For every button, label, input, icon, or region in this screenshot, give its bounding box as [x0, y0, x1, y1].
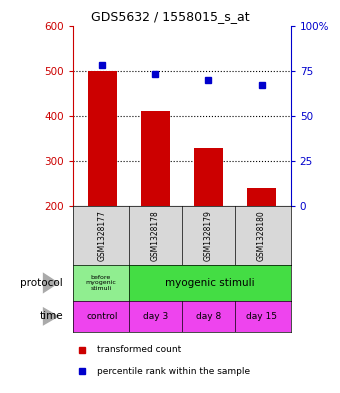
Text: GSM1328178: GSM1328178 [151, 210, 160, 261]
Text: time: time [39, 311, 63, 321]
Polygon shape [43, 307, 59, 326]
Polygon shape [43, 272, 59, 294]
Text: GSM1328179: GSM1328179 [204, 210, 213, 261]
Text: GSM1328180: GSM1328180 [257, 210, 266, 261]
Text: myogenic stimuli: myogenic stimuli [165, 278, 255, 288]
Text: day 3: day 3 [143, 312, 168, 321]
Text: percentile rank within the sample: percentile rank within the sample [97, 367, 250, 376]
Text: day 15: day 15 [246, 312, 277, 321]
Text: day 8: day 8 [196, 312, 221, 321]
Bar [129, 265, 291, 301]
Text: control: control [87, 312, 118, 321]
Bar [88, 71, 117, 206]
Text: transformed count: transformed count [97, 345, 181, 354]
Bar [73, 265, 129, 301]
Bar [141, 112, 170, 206]
Text: GSM1328177: GSM1328177 [98, 210, 107, 261]
Text: GDS5632 / 1558015_s_at: GDS5632 / 1558015_s_at [91, 10, 249, 23]
Bar [247, 188, 276, 206]
Text: protocol: protocol [20, 278, 63, 288]
Bar [194, 149, 223, 206]
Text: before
myogenic
stimuli: before myogenic stimuli [86, 275, 116, 291]
